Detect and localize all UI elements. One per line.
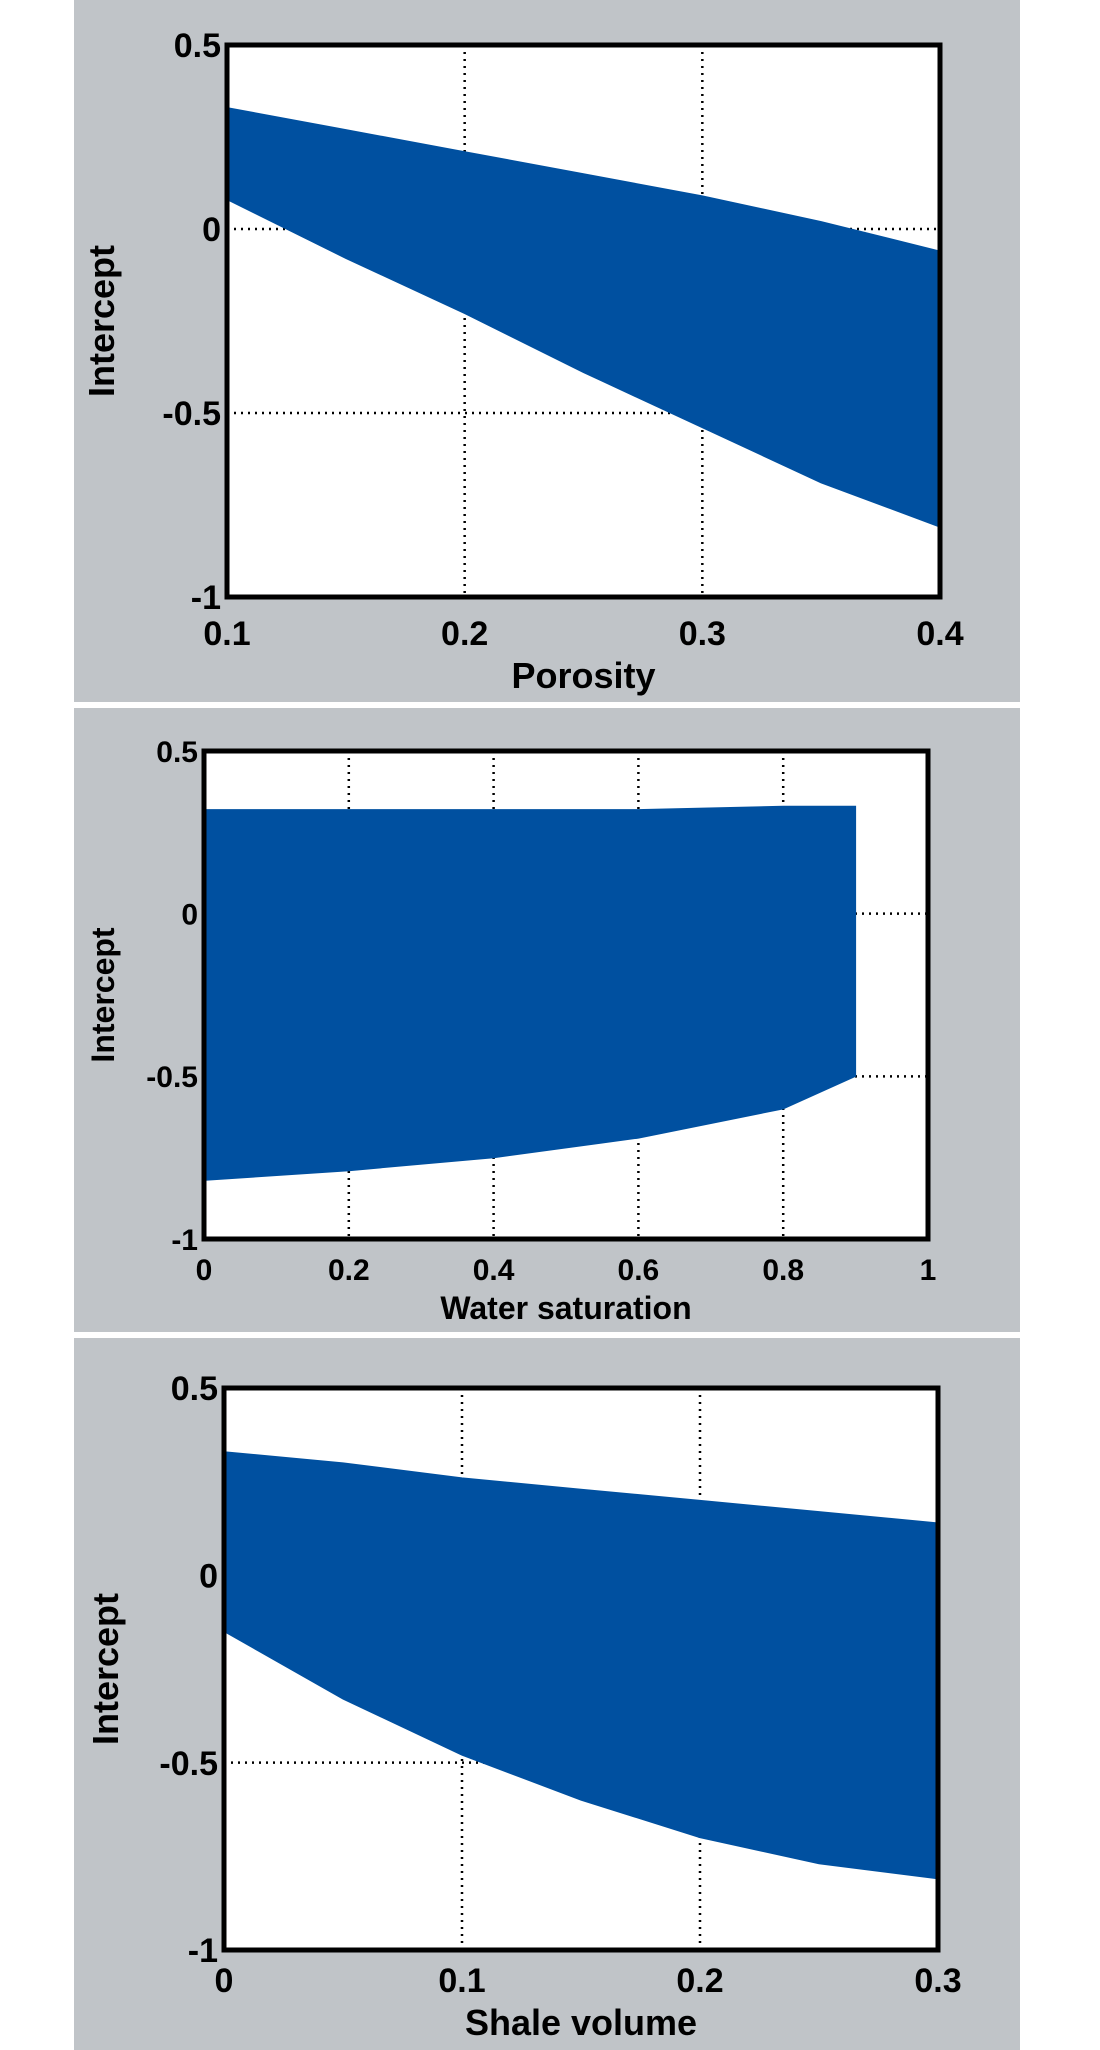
axes-frame bbox=[221, 1385, 941, 1953]
x-tick-label: 1 bbox=[920, 1254, 937, 1287]
y-axis-label: Intercept bbox=[85, 1593, 126, 1745]
axes-frame bbox=[224, 42, 943, 600]
chart-porosity: 0.1 0.2 0.3 0.4 -1 -0.5 0 0.5 Porosity Intercept bbox=[81, 27, 964, 696]
y-tick-label: 0.5 bbox=[174, 27, 221, 65]
x-tick-label: 0 bbox=[196, 1254, 213, 1287]
x-tick-label: 0.1 bbox=[438, 1962, 485, 2000]
x-axis-label: Shale volume bbox=[465, 2002, 697, 2043]
y-tick-label: -0.5 bbox=[162, 395, 221, 433]
y-tick-label: 0 bbox=[202, 211, 221, 249]
y-tick-label: -0.5 bbox=[159, 1745, 218, 1783]
x-tick-label: 0.2 bbox=[328, 1254, 370, 1287]
chart-water-saturation: 0 0.2 0.4 0.6 0.8 1 -1 -0.5 0 0.5 Water saturation… bbox=[85, 736, 937, 1326]
x-tick-label: 0.3 bbox=[679, 615, 726, 653]
chart-panel-shale-volume: 0 0.1 0.2 0.3 -1 -0.5 0 0.5 Shale volume Intercep… bbox=[74, 1338, 1020, 2050]
x-tick-label: 0 bbox=[215, 1962, 234, 2000]
chart-panel-water-saturation: 0 0.2 0.4 0.6 0.8 1 -1 -0.5 0 0.5 Water saturation… bbox=[74, 708, 1020, 1332]
chart-panel-porosity: 0.1 0.2 0.3 0.4 -1 -0.5 0 0.5 Porosity Intercept bbox=[74, 0, 1020, 702]
y-tick-label: 0.5 bbox=[156, 736, 198, 769]
y-tick-label: -0.5 bbox=[146, 1061, 198, 1094]
y-tick-label: 0.5 bbox=[171, 1370, 218, 1408]
x-tick-label: 0.3 bbox=[914, 1962, 961, 2000]
chart-shale-volume: 0 0.1 0.2 0.3 -1 -0.5 0 0.5 Shale volume Intercep… bbox=[85, 1370, 962, 2043]
x-tick-label: 0.2 bbox=[676, 1962, 723, 2000]
x-tick-label: 0.4 bbox=[916, 615, 963, 653]
y-tick-label: -1 bbox=[171, 1224, 198, 1257]
x-axis-label: Porosity bbox=[511, 655, 655, 696]
x-axis-label: Water saturation bbox=[440, 1290, 691, 1326]
y-tick-label: 0 bbox=[181, 898, 198, 931]
x-tick-label: 0.2 bbox=[441, 615, 488, 653]
y-axis-label: Intercept bbox=[81, 245, 122, 397]
y-tick-label: 0 bbox=[199, 1558, 218, 1596]
x-tick-label: 0.6 bbox=[618, 1254, 660, 1287]
y-axis-label: Intercept bbox=[85, 927, 121, 1062]
x-tick-label: 0.1 bbox=[203, 615, 250, 653]
y-tick-label: -1 bbox=[188, 1932, 218, 1970]
axes-frame bbox=[201, 748, 931, 1242]
y-tick-label: -1 bbox=[191, 579, 221, 617]
x-tick-label: 0.4 bbox=[473, 1254, 515, 1287]
series-band bbox=[203, 805, 857, 1181]
x-tick-label: 0.8 bbox=[762, 1254, 804, 1287]
